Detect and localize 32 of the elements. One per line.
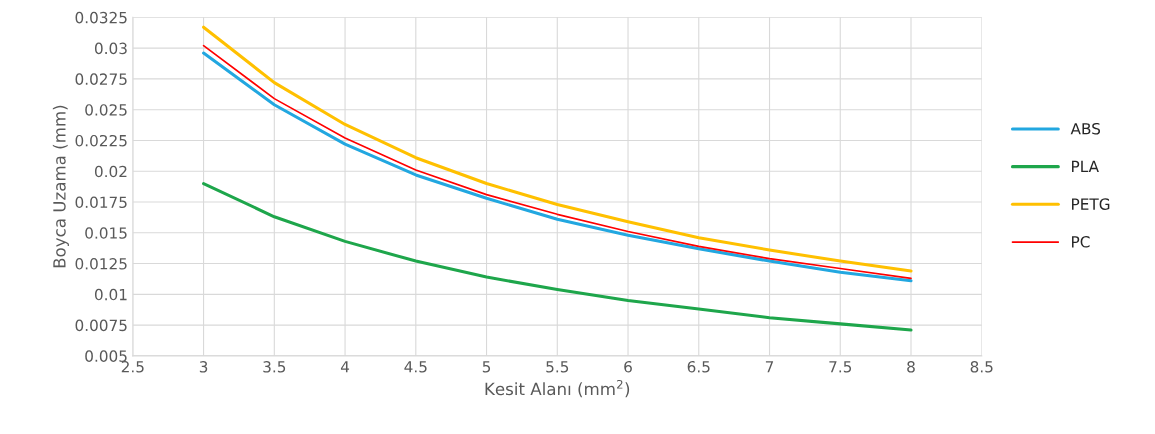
y-tick-label: 0.015 <box>85 227 127 239</box>
y-tick-label: 0.0075 <box>75 319 127 332</box>
y-tick-label: 0.03 <box>94 42 127 55</box>
x-tick-label: 3.5 <box>263 361 286 373</box>
y-tick-label: 0.0175 <box>75 196 127 209</box>
x-tick-label: 7.5 <box>829 361 852 373</box>
x-tick-label: 4 <box>340 361 350 373</box>
y-tick-label: 0.0275 <box>75 73 127 85</box>
x-tick-label: 7 <box>765 361 774 373</box>
y-tick-label: 0.0225 <box>75 134 127 147</box>
x-tick-label: 4.5 <box>404 361 427 373</box>
x-tick-label: 8.5 <box>970 361 993 373</box>
legend-label: ABS <box>1070 122 1101 135</box>
line-series <box>202 182 913 332</box>
x-tick-label: 6 <box>624 361 632 373</box>
x-tick-label: 8 <box>907 361 915 373</box>
x-tick-label: 3 <box>199 361 208 373</box>
x-tick-label: 5.5 <box>546 361 569 373</box>
y-tick-label: 0.025 <box>85 104 127 116</box>
y-tick-label: 0.02 <box>94 165 127 178</box>
y-tick-label: 0.0125 <box>75 258 127 270</box>
y-axis-title: Boyca Uzama (mm) <box>52 105 69 268</box>
y-tick-label: 0.0325 <box>75 11 127 24</box>
y-tick-label: 0.005 <box>85 350 127 362</box>
legend-label: PC <box>1072 236 1090 248</box>
x-tick-label: 6.5 <box>687 361 710 373</box>
x-tick-label: 5 <box>482 361 491 373</box>
legend-label: PETG <box>1072 198 1110 210</box>
y-tick-label: 0.01 <box>94 288 127 301</box>
legend-label: PLA <box>1072 160 1099 172</box>
x-axis-title: Kesit Alanı (mm$^{2}$) <box>485 379 630 398</box>
x-tick-label: 2.5 <box>121 361 144 373</box>
